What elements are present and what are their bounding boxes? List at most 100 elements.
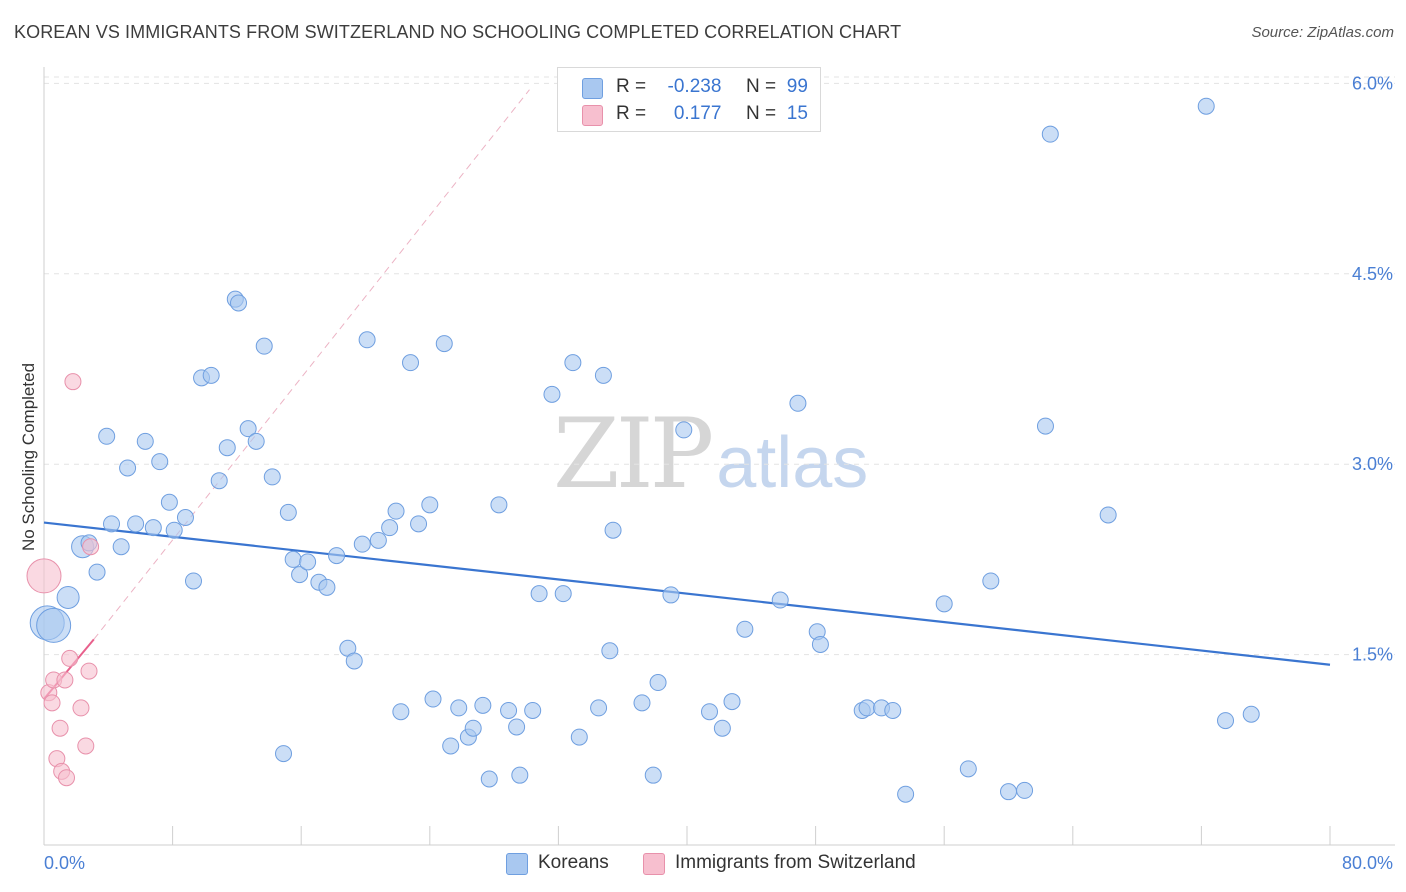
data-point-koreans: [713, 719, 731, 737]
y-tick-label: 1.5%: [1352, 645, 1393, 665]
data-point-koreans: [1217, 712, 1235, 730]
data-point-koreans: [421, 496, 439, 514]
n-label: N =: [745, 76, 777, 97]
data-point-koreans: [554, 585, 572, 603]
y-tick-label: 6.0%: [1352, 73, 1393, 93]
data-point-koreans: [279, 503, 297, 521]
data-point-koreans: [701, 703, 719, 721]
data-point-koreans: [524, 701, 542, 719]
legend-stats-switzerland: R = 0.177 N = 15: [616, 103, 813, 125]
data-point-koreans: [103, 515, 121, 533]
data-point-koreans: [112, 538, 130, 556]
data-point-koreans: [789, 394, 807, 412]
legend-swatch-koreans: [506, 853, 528, 875]
watermark: ZIPatlas: [553, 398, 868, 510]
axis-layer: [43, 67, 1395, 846]
r-value: -0.238: [667, 76, 722, 97]
legend-swatch-koreans: [582, 78, 603, 99]
data-point-koreans: [590, 699, 608, 717]
x-tick-label: 0.0%: [44, 853, 85, 873]
label-layer: 1.5% 3.0% 4.5% 6.0% 0.0% 80.0% No Schooling Co…: [19, 73, 1393, 873]
data-point-switzerland: [80, 662, 98, 680]
data-point-koreans: [511, 766, 529, 784]
point-layer: [26, 97, 1260, 803]
n-value: 99: [786, 76, 808, 97]
y-tick-label: 3.0%: [1352, 454, 1393, 474]
data-point-koreans: [345, 652, 363, 670]
data-point-koreans: [56, 585, 80, 609]
data-point-koreans: [263, 468, 281, 486]
data-point-koreans: [633, 694, 651, 712]
data-point-koreans: [500, 701, 518, 719]
data-point-koreans: [811, 635, 829, 653]
data-point-koreans: [392, 703, 410, 721]
data-point-switzerland: [58, 769, 76, 787]
data-point-switzerland: [51, 719, 69, 737]
legend-label-switzerland: Immigrants from Switzerland: [675, 852, 916, 873]
data-point-switzerland: [64, 373, 82, 391]
data-point-koreans: [210, 472, 228, 490]
data-point-koreans: [1041, 125, 1059, 143]
data-point-koreans: [1242, 705, 1260, 723]
n-label: N =: [745, 103, 777, 124]
data-point-koreans: [644, 766, 662, 784]
data-point-koreans: [291, 566, 309, 584]
data-point-koreans: [604, 521, 622, 539]
data-point-koreans: [1099, 506, 1117, 524]
data-point-koreans: [884, 701, 902, 719]
data-point-koreans: [387, 502, 405, 520]
r-value: 0.177: [673, 103, 722, 124]
data-point-koreans: [1197, 97, 1215, 115]
correlation-legend: R = -0.238 N = 99 R = 0.177 N = 15: [557, 67, 821, 132]
data-point-koreans: [675, 421, 693, 439]
data-point-koreans: [464, 719, 482, 737]
data-point-koreans: [255, 337, 273, 355]
data-point-koreans: [1036, 417, 1054, 435]
data-point-koreans: [239, 420, 257, 438]
data-point-koreans: [508, 718, 526, 736]
watermark-atlas: atlas: [716, 423, 869, 503]
data-point-koreans: [144, 519, 162, 537]
trend-layer: [43, 89, 1331, 700]
data-point-koreans: [649, 674, 667, 692]
legend-swatch-switzerland: [582, 105, 603, 126]
data-point-koreans: [98, 427, 116, 445]
data-point-koreans: [410, 515, 428, 533]
data-point-koreans: [358, 331, 376, 349]
data-point-koreans: [662, 586, 680, 604]
r-label: R =: [616, 103, 647, 124]
data-point-koreans: [202, 366, 220, 384]
data-point-koreans: [88, 563, 106, 581]
data-point-switzerland: [43, 694, 61, 712]
data-point-koreans: [450, 699, 468, 717]
data-point-koreans: [402, 354, 420, 372]
data-point-koreans: [736, 620, 754, 638]
data-point-koreans: [176, 509, 194, 527]
y-tick-label: 4.5%: [1352, 264, 1393, 284]
data-point-switzerland: [61, 649, 79, 667]
data-point-koreans: [119, 459, 137, 477]
data-point-koreans: [480, 770, 498, 788]
r-label: R =: [616, 76, 647, 97]
trend-line-koreans: [43, 521, 1331, 666]
y-axis-title: No Schooling Completed: [19, 363, 38, 551]
data-point-koreans: [601, 642, 619, 660]
x-tick-label: 80.0%: [1342, 853, 1393, 873]
data-point-koreans: [184, 572, 202, 590]
legend-stats-koreans: R = -0.238 N = 99: [616, 76, 813, 98]
data-point-koreans: [858, 699, 876, 717]
data-point-koreans: [381, 519, 399, 537]
n-value: 15: [786, 103, 808, 124]
data-point-koreans: [275, 745, 293, 763]
data-point-koreans: [160, 493, 178, 511]
data-point-koreans: [299, 553, 317, 571]
data-point-koreans: [594, 366, 612, 384]
data-point-koreans: [935, 595, 953, 613]
data-point-koreans: [127, 515, 145, 533]
data-point-koreans: [136, 432, 154, 450]
data-point-koreans: [247, 432, 265, 450]
data-point-koreans: [723, 693, 741, 711]
data-point-koreans: [151, 453, 169, 471]
data-point-koreans: [1016, 781, 1034, 799]
data-point-koreans: [318, 578, 336, 596]
